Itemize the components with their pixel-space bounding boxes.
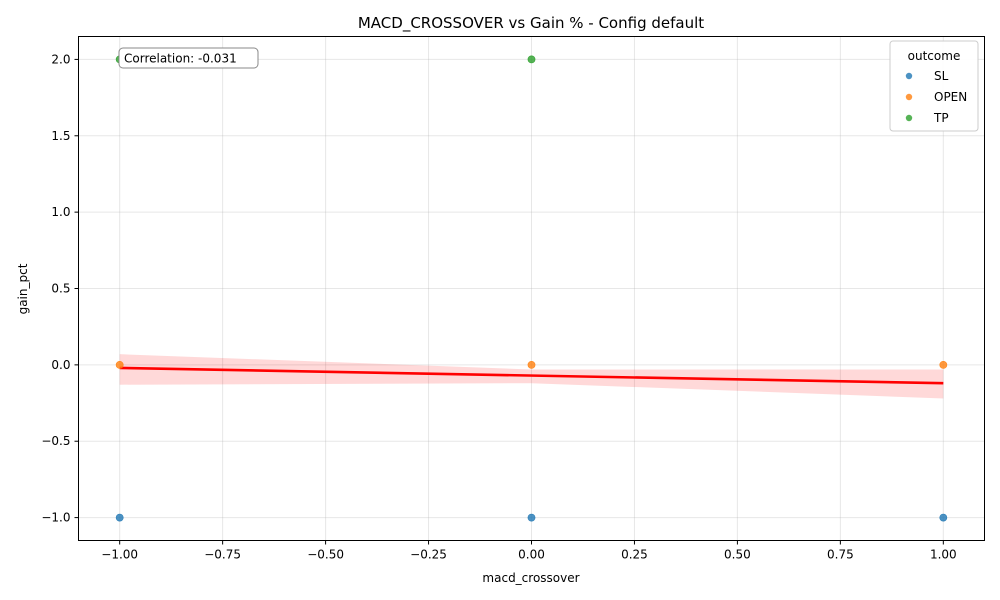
legend-label-open: OPEN — [934, 90, 967, 104]
legend-label-sl: SL — [934, 69, 949, 83]
chart-title: MACD_CROSSOVER vs Gain % - Config defaul… — [358, 14, 704, 33]
y-tick-label: −1.0 — [41, 511, 70, 525]
legend-box — [889, 40, 979, 132]
legend-marker-tp — [905, 114, 913, 122]
y-tick-label: 1.0 — [51, 205, 70, 219]
point-sl — [115, 513, 124, 522]
y-tick-label: 0.0 — [51, 358, 70, 372]
annotation-box — [118, 47, 259, 69]
x-tick-label: 0.75 — [827, 548, 854, 562]
annotation-text: Correlation: -0.031 — [124, 52, 237, 66]
x-axis-label: macd_crossover — [482, 571, 579, 585]
legend-marker-open — [905, 93, 913, 101]
x-axis-ticks: −1.00 −0.75 −0.50 −0.25 0.00 0.25 0.50 0.75 1.00 — [101, 540, 957, 562]
x-tick-label: −0.50 — [307, 548, 344, 562]
x-tick-label: 0.50 — [724, 548, 751, 562]
legend-label-tp: TP — [933, 111, 949, 125]
point-open — [939, 360, 948, 369]
y-axis-ticks: −1.0 −0.5 0.0 0.5 1.0 1.5 2.0 — [41, 52, 79, 525]
correlation-annotation: Correlation: -0.031 — [118, 47, 259, 69]
y-tick-label: 1.5 — [51, 129, 70, 143]
legend-marker-sl — [905, 72, 913, 80]
legend: outcome SL OPEN TP — [889, 40, 979, 132]
point-sl — [527, 513, 536, 522]
x-tick-label: 0.00 — [518, 548, 545, 562]
y-tick-label: 2.0 — [51, 52, 70, 66]
regression-line-path — [119, 366, 944, 385]
x-tick-label: −0.75 — [204, 548, 241, 562]
y-axis-label: gain_pct — [16, 263, 30, 314]
x-tick-label: −1.00 — [101, 548, 138, 562]
y-tick-label: 0.5 — [51, 282, 70, 296]
x-tick-label: 0.25 — [621, 548, 648, 562]
grid-lines — [78, 36, 985, 541]
point-tp — [527, 55, 536, 64]
regression-line — [119, 366, 944, 385]
y-tick-label: −0.5 — [41, 434, 70, 448]
point-sl — [939, 513, 948, 522]
x-tick-label: 1.00 — [930, 548, 957, 562]
legend-title: outcome — [908, 49, 961, 63]
x-tick-label: −0.25 — [410, 548, 447, 562]
point-open — [115, 360, 124, 369]
point-open — [527, 360, 536, 369]
